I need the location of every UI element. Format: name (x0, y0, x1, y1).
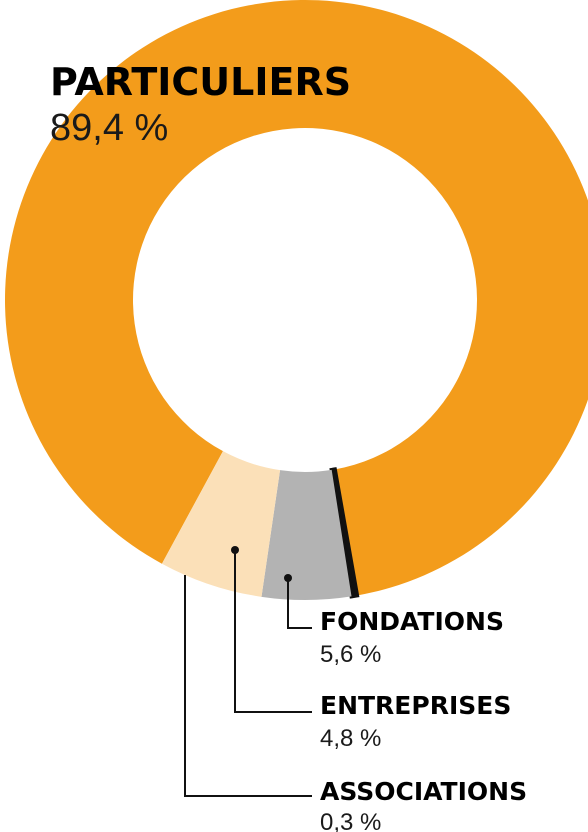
leader-fondations-dot (284, 574, 292, 582)
slice-associations (329, 467, 360, 599)
leader-lines (184, 546, 312, 797)
leader-fondations (287, 578, 312, 629)
leader-entreprises (234, 550, 312, 713)
slice-value-particuliers: 89,4 % (50, 107, 168, 149)
donut-slices (5, 0, 588, 600)
slice-label-particuliers: PARTICULIERS (50, 60, 351, 104)
leader-associations (184, 575, 312, 797)
slice-label-entreprises: ENTREPRISES (320, 691, 511, 720)
slice-value-associations: 0,3 % (320, 809, 381, 832)
slice-value-fondations: 5,6 % (320, 641, 381, 668)
slice-label-fondations: FONDATIONS (320, 607, 504, 636)
leader-entreprises-dot (231, 546, 239, 554)
slice-particuliers (5, 0, 588, 596)
slice-fondations (161, 451, 281, 597)
slice-label-associations: ASSOCIATIONS (320, 777, 527, 806)
slice-value-entreprises: 4,8 % (320, 725, 381, 752)
slice-entreprises (261, 469, 352, 600)
